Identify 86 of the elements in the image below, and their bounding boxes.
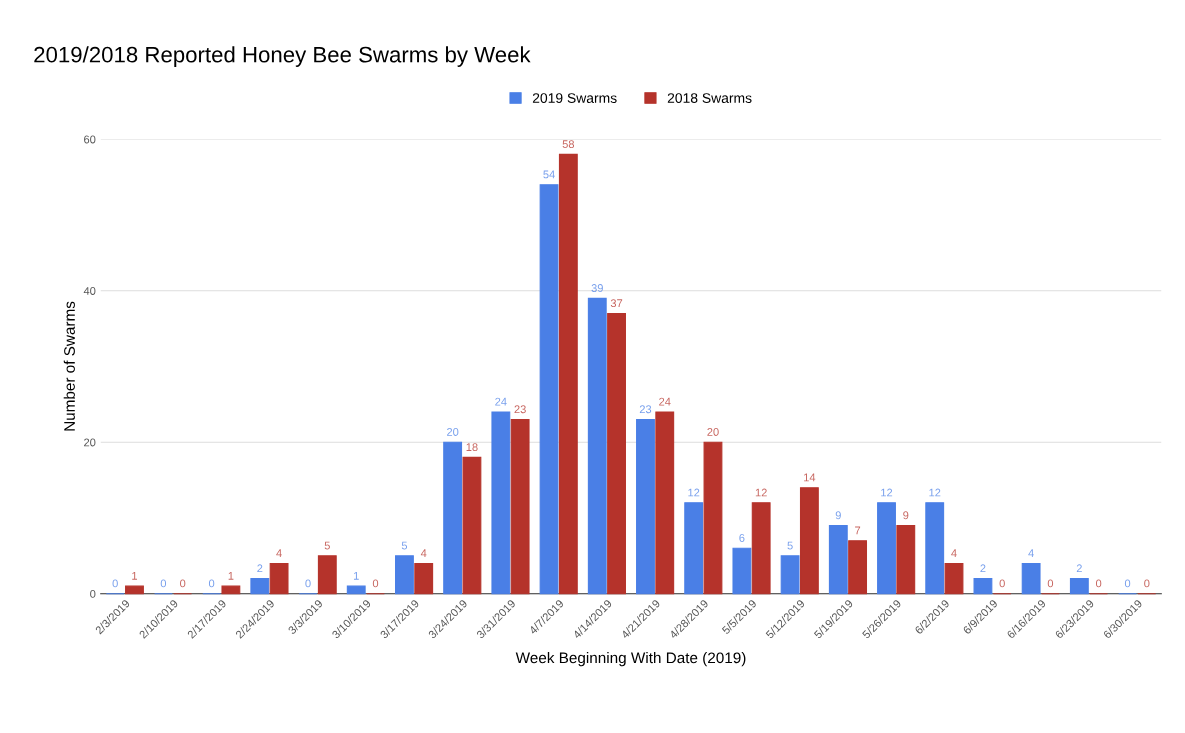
data-label: 5 [324, 541, 330, 550]
data-label: 12 [755, 488, 767, 497]
bar [703, 441, 723, 595]
bar [395, 555, 414, 595]
y-tick-label: 0 [90, 590, 96, 598]
bar [269, 562, 289, 595]
data-label: 4 [420, 549, 427, 557]
bar [414, 562, 434, 595]
data-label: 23 [639, 405, 652, 414]
legend-label: 2018 Swarms [667, 93, 752, 103]
bar [780, 555, 800, 595]
data-label: 12 [881, 488, 893, 497]
data-label: 37 [610, 299, 623, 308]
data-label: 5 [401, 541, 408, 550]
y-axis-title: Number of Swarms [63, 301, 75, 431]
bar [250, 578, 270, 595]
bar [491, 411, 511, 595]
data-label: 0 [305, 579, 311, 588]
bar [587, 297, 607, 595]
data-label: 0 [1047, 579, 1054, 588]
data-label: 1 [228, 572, 234, 580]
bar [896, 525, 916, 595]
data-label: 12 [929, 488, 941, 497]
data-label: 9 [835, 511, 841, 520]
bar [510, 418, 530, 595]
data-label: 0 [1095, 579, 1102, 588]
data-label: 20 [447, 428, 459, 436]
bar [751, 502, 771, 595]
data-label: 9 [903, 511, 909, 520]
data-label: 4 [276, 549, 282, 557]
data-label: 24 [659, 397, 671, 406]
bar [925, 502, 945, 595]
data-label: 0 [372, 579, 379, 588]
data-label: 12 [688, 488, 700, 497]
data-label: 4 [951, 549, 957, 557]
data-label: 2 [980, 564, 986, 573]
data-label: 6 [739, 534, 745, 542]
bar [346, 585, 366, 595]
bar [221, 585, 241, 595]
bar [125, 585, 144, 595]
data-label: 4 [1028, 549, 1034, 557]
data-label: 23 [514, 405, 526, 414]
data-label: 0 [160, 579, 167, 588]
bar [877, 502, 896, 595]
y-tick-label: 40 [83, 287, 96, 295]
y-tick-label: 20 [84, 438, 96, 447]
bar [539, 184, 559, 595]
data-label: 2 [257, 564, 263, 573]
bar [462, 456, 482, 595]
data-label: 58 [562, 140, 575, 149]
data-label: 5 [787, 541, 793, 550]
data-label: 20 [707, 428, 719, 436]
bar [828, 525, 848, 595]
bar [848, 540, 868, 595]
bar [973, 578, 993, 595]
data-label: 0 [1144, 579, 1150, 588]
bar [1021, 562, 1041, 595]
data-label: 39 [591, 284, 603, 292]
data-label: 18 [466, 443, 478, 452]
bar [944, 562, 964, 595]
bar [655, 411, 675, 595]
bar [317, 555, 337, 595]
bar [732, 547, 752, 595]
bar [684, 502, 704, 595]
data-label: 0 [999, 579, 1005, 588]
bar [636, 418, 655, 595]
y-tick-label: 60 [84, 135, 96, 144]
data-label: 7 [855, 526, 861, 535]
data-label: 1 [353, 572, 359, 580]
bar [443, 441, 463, 595]
data-label: 14 [804, 473, 816, 482]
bar [558, 153, 578, 595]
legend-label: 2019 Swarms [532, 93, 617, 103]
chart-title: 2019/2018 Reported Honey Bee Swarms by Week [34, 46, 531, 67]
data-label: 24 [495, 397, 507, 406]
bar [1069, 578, 1089, 595]
data-label: 0 [112, 579, 118, 588]
data-label: 0 [208, 579, 215, 588]
bar [607, 312, 626, 595]
bar [799, 487, 819, 595]
data-label: 54 [543, 170, 555, 179]
data-label: 0 [180, 579, 186, 588]
data-label: 1 [132, 572, 138, 580]
data-label: 2 [1076, 564, 1082, 573]
x-axis-title: Week Beginning With Date (2019) [515, 651, 746, 667]
data-label: 0 [1124, 579, 1131, 588]
